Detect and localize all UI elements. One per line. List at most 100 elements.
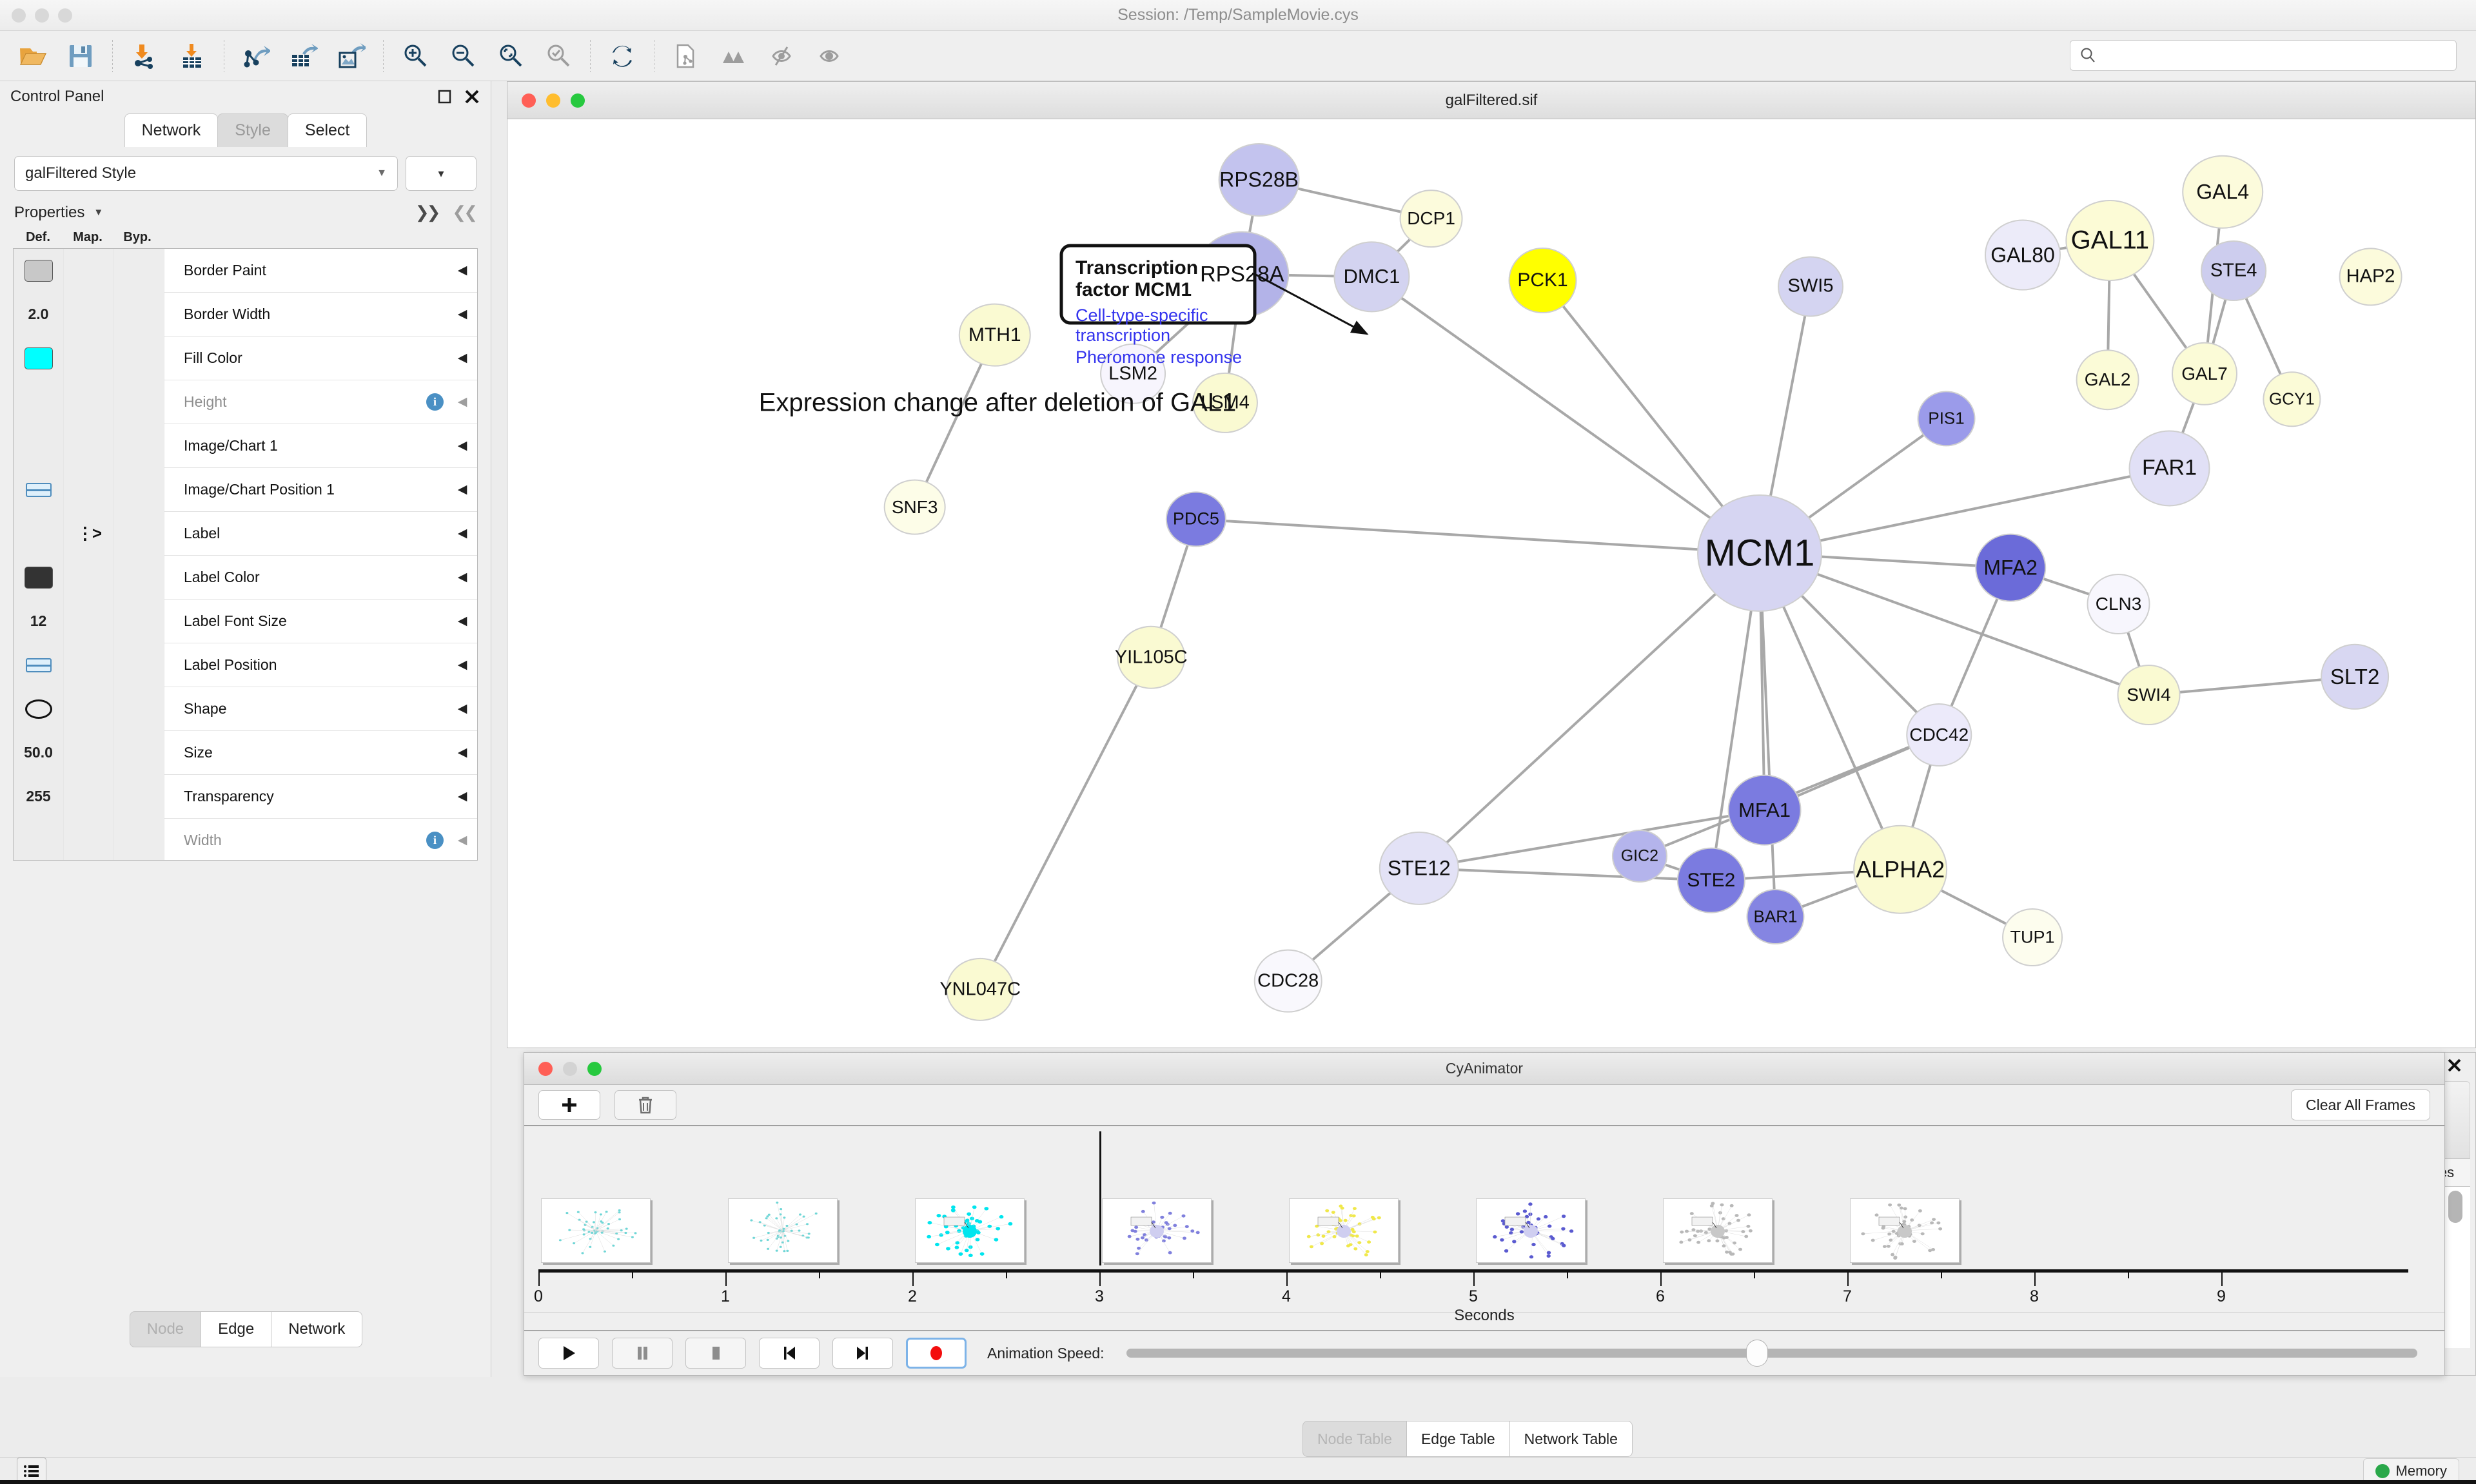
property-row[interactable]: Image/Chart Position 1 ◀ [14,467,477,512]
network-node[interactable] [2339,248,2402,306]
network-node[interactable] [1333,241,1410,313]
position-icon[interactable] [25,482,52,497]
network-node[interactable] [2002,908,2063,966]
property-default-cell[interactable] [14,818,64,860]
minimize-icon[interactable] [563,1061,577,1076]
property-expand-arrow[interactable]: ◀ [457,308,467,321]
property-expand-arrow[interactable]: ◀ [457,483,467,496]
property-expand-arrow[interactable]: ◀ [457,571,467,584]
network-edge[interactable] [2148,675,2355,696]
tab-edge-table[interactable]: Edge Table [1406,1421,1510,1457]
property-bypass-cell[interactable] [114,292,164,337]
network-node[interactable] [1697,494,1823,612]
timeline-frame[interactable] [915,1198,1025,1263]
record-button[interactable] [906,1338,967,1369]
property-bypass-cell[interactable] [114,511,164,556]
property-expand-arrow[interactable]: ◀ [457,439,467,453]
property-default-cell[interactable]: 12 [14,599,64,643]
network-node[interactable] [2087,574,2150,634]
property-mapping-cell[interactable] [64,774,114,819]
property-expand-arrow[interactable]: ◀ [457,834,467,847]
property-expand-arrow[interactable]: ◀ [457,658,467,672]
network-edge[interactable] [1758,552,1777,917]
property-bypass-cell[interactable] [114,818,164,860]
search-box[interactable] [2070,40,2457,71]
stop-button[interactable] [685,1338,746,1369]
property-mapping-cell[interactable] [64,249,114,293]
network-node[interactable] [2117,665,2181,725]
tab-network-table[interactable]: Network Table [1509,1421,1633,1457]
property-bypass-cell[interactable] [114,380,164,424]
network-edge[interactable] [1419,808,1765,870]
ellipse-shape-icon[interactable] [25,699,52,719]
network-node[interactable] [1508,248,1577,314]
property-bypass-cell[interactable] [114,643,164,687]
close-table-icon[interactable] [2447,1058,2462,1077]
network-node[interactable] [2263,371,2321,427]
tab-select[interactable]: Select [287,113,368,147]
property-default-cell[interactable] [14,555,64,600]
property-row[interactable]: 50.0 Size ◀ [14,730,477,775]
network-node[interactable] [1975,533,2047,602]
tab-style[interactable]: Style [217,113,288,147]
property-default-cell[interactable] [14,467,64,512]
slider-knob[interactable] [1745,1340,1768,1367]
minimize-window-dot[interactable] [35,8,49,23]
network-canvas[interactable]: Expression change after deletion of GAL1… [507,119,2475,1048]
property-row[interactable]: Fill Color ◀ [14,336,477,380]
property-bypass-cell[interactable] [114,774,164,819]
playhead[interactable] [1099,1131,1101,1265]
cyanimator-window-controls[interactable] [538,1061,602,1076]
network-window-controls[interactable] [522,93,585,108]
property-default-cell[interactable] [14,380,64,424]
property-bypass-cell[interactable] [114,467,164,512]
network-node[interactable] [1165,491,1226,547]
network-node[interactable] [1906,703,1972,767]
property-bypass-cell[interactable] [114,599,164,643]
collapse-all-icon[interactable]: ❮❮ [452,202,478,222]
property-expand-arrow[interactable]: ◀ [457,746,467,759]
property-mapping-cell[interactable] [64,424,114,468]
network-node[interactable] [1399,190,1463,248]
network-edge[interactable] [1371,275,1761,554]
property-bypass-cell[interactable] [114,424,164,468]
network-node[interactable] [946,957,1015,1021]
network-node[interactable] [1727,774,1802,846]
network-node[interactable] [2065,200,2155,281]
property-row[interactable]: Border Paint ◀ [14,249,477,293]
network-node[interactable] [1379,831,1459,905]
timeline[interactable]: 0 1 2 3 4 5 6 7 8 9 Seconds [524,1126,2444,1324]
zoom-check-icon[interactable] [535,36,582,76]
close-icon[interactable] [522,93,536,108]
first-frame-button[interactable] [759,1338,820,1369]
task-list-icon[interactable] [17,1457,46,1484]
close-window-dot[interactable] [12,8,26,23]
network-node[interactable] [1192,372,1258,433]
color-swatch[interactable] [24,566,53,589]
clear-all-frames-button[interactable]: Clear All Frames [2291,1089,2430,1120]
property-bypass-cell[interactable] [114,730,164,775]
color-swatch[interactable] [24,259,53,282]
property-expand-arrow[interactable]: ◀ [457,395,467,409]
new-network-icon[interactable] [662,36,710,76]
property-default-cell[interactable] [14,424,64,468]
tooltip-line-1[interactable]: Cell-type-specific transcription [1076,306,1208,345]
network-edge[interactable] [1759,467,2170,554]
network-node[interactable] [883,479,946,535]
property-default-cell[interactable] [14,336,64,380]
import-table-icon[interactable] [168,36,216,76]
network-edge[interactable] [1759,552,2150,696]
export-image-icon[interactable] [328,36,375,76]
property-default-cell[interactable]: 255 [14,774,64,819]
network-node[interactable] [2321,643,2390,710]
delete-frame-button[interactable] [614,1090,676,1120]
property-mapping-cell[interactable] [64,643,114,687]
property-default-cell[interactable]: 50.0 [14,730,64,775]
network-edge[interactable] [1195,518,1760,555]
property-default-cell[interactable] [14,643,64,687]
maximize-window-dot[interactable] [58,8,72,23]
color-swatch[interactable] [24,347,53,369]
network-node[interactable] [1985,219,2061,291]
property-mapping-cell[interactable] [64,599,114,643]
network-node[interactable] [1917,391,1976,447]
